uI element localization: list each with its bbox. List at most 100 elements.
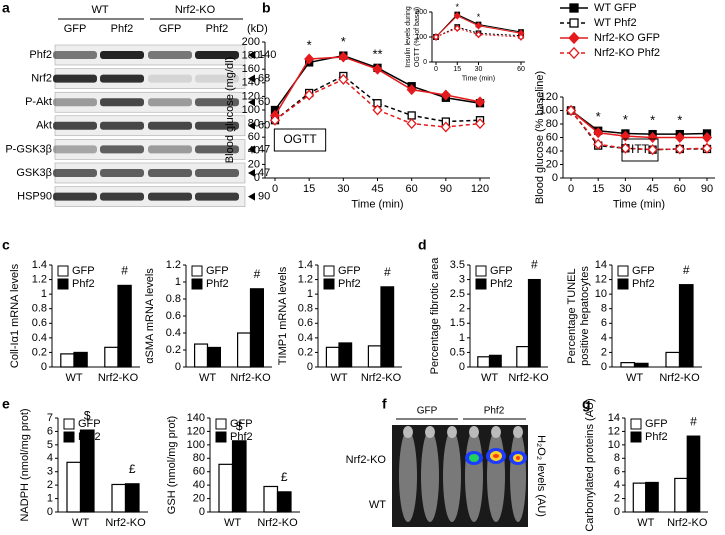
- y-tick-label: 140: [242, 77, 260, 89]
- blot-band: [100, 51, 144, 59]
- y-tick-label: 80: [248, 118, 260, 130]
- legend-swatch: [191, 278, 203, 290]
- y-axis-label: Carbonylated proteins (AU): [584, 398, 596, 531]
- blot-row-label: P-GSK3β: [5, 143, 52, 155]
- panel-label: g: [582, 396, 591, 412]
- blot-lane: GFP: [159, 23, 182, 35]
- blot-lane: Phf2: [111, 23, 134, 35]
- marker: [701, 142, 713, 154]
- y-tick-label: 100: [540, 104, 558, 116]
- x-tick-label: WT: [65, 372, 82, 384]
- blot-band: [100, 169, 144, 177]
- annotation: *: [455, 2, 459, 12]
- bar: [249, 288, 264, 368]
- bar: [645, 481, 659, 513]
- annotation: *: [596, 109, 601, 124]
- blot-row-label: Nrf2: [31, 73, 52, 85]
- y-axis-label: Coll-Iα1 mRNA levels: [9, 263, 21, 368]
- y-tick-label: 0: [254, 172, 260, 184]
- legend-label: Phf2: [632, 278, 655, 290]
- y-tick-label: 80: [193, 452, 205, 464]
- y-tick-label: 14: [608, 412, 620, 424]
- legend-label: Phf2: [338, 278, 361, 290]
- annotation: #: [254, 267, 261, 281]
- y-tick-label: 10: [595, 288, 607, 300]
- y-tick-label: 2: [47, 479, 53, 491]
- legend-label: Phf2: [645, 431, 668, 443]
- bar: [632, 482, 647, 513]
- blot-band: [148, 145, 192, 154]
- marker: [269, 114, 281, 126]
- y-axis-label: Percentage TUNEL: [566, 268, 578, 363]
- marker: [620, 130, 631, 142]
- panel-label: a: [2, 0, 10, 16]
- y-tick-label: 1.4: [32, 259, 47, 271]
- y-tick-label: 8: [614, 452, 620, 464]
- annotation: *: [650, 113, 655, 128]
- imaging-row: WT: [369, 499, 386, 511]
- legend-swatch: [617, 265, 629, 277]
- blot-band: [100, 192, 144, 201]
- y-tick-label: 60: [193, 466, 205, 478]
- bar: [104, 346, 119, 368]
- annotation: *: [677, 113, 682, 128]
- blot-band: [148, 51, 192, 59]
- bar: [665, 351, 681, 368]
- series-line: [435, 15, 522, 38]
- y-axis-label: Percentage fibrotic area: [429, 257, 441, 375]
- y-tick-label: 1: [47, 492, 53, 504]
- y-tick-label: 0: [47, 506, 53, 518]
- bar: [477, 356, 491, 368]
- y-tick-label: 6: [614, 466, 620, 478]
- blot-strip: [54, 139, 246, 160]
- x-tick-label: 90: [440, 183, 452, 195]
- y-tick-label: 6: [601, 317, 607, 329]
- bar: [66, 461, 82, 513]
- x-tick-label: 60: [517, 66, 525, 73]
- blot-row-label: Phf2: [29, 49, 52, 61]
- y-tick-label: 40: [193, 479, 205, 491]
- blot-band: [53, 121, 97, 130]
- blot-row-label: Akt: [36, 120, 52, 132]
- legend-label: GFP: [645, 418, 668, 430]
- blot-arrow: [248, 145, 255, 154]
- blot-band: [195, 51, 239, 59]
- marker: [406, 84, 417, 96]
- x-tick-label: Nrf2-KO: [508, 372, 549, 384]
- x-tick-label: 45: [371, 183, 383, 195]
- y-tick-label: 100: [415, 34, 427, 41]
- blot-band: [195, 98, 239, 107]
- legend-label: Phf2: [78, 431, 101, 443]
- y-tick-label: 0: [552, 172, 558, 184]
- box-label: OGTT: [283, 132, 317, 146]
- y-tick-label: 0: [423, 59, 427, 66]
- bar: [231, 440, 247, 513]
- x-axis-label: Time (min): [351, 198, 403, 210]
- bar: [237, 332, 252, 368]
- y-tick-label: 0.2: [166, 344, 181, 356]
- y-tick-label: 20: [193, 492, 205, 504]
- marker: [338, 51, 349, 63]
- legend-swatch: [323, 265, 335, 277]
- blot-band: [148, 74, 192, 83]
- marker: [620, 142, 631, 154]
- blot-band: [195, 169, 239, 177]
- x-tick-label: Nrf2-KO: [230, 372, 271, 384]
- y-tick-label: 80: [546, 118, 558, 130]
- legend-swatch: [63, 431, 75, 443]
- blot-band: [148, 169, 192, 177]
- blot-row-label: HSP90: [17, 191, 52, 203]
- y-tick-label: 0: [175, 361, 181, 373]
- y-tick-label: 14: [595, 259, 607, 271]
- imaging-column: GFP: [417, 406, 438, 417]
- panel-label: b: [262, 0, 271, 16]
- y-tick-label: 0.6: [32, 317, 47, 329]
- y-axis-label: NADPH (nmol/mg prot): [19, 408, 31, 521]
- marker: [453, 11, 461, 20]
- blot-band: [100, 121, 144, 130]
- legend-swatch: [475, 278, 487, 290]
- blot-row-label: GSK3β: [16, 167, 52, 179]
- legend-swatch: [630, 418, 642, 430]
- y-tick-label: 0.4: [166, 327, 181, 339]
